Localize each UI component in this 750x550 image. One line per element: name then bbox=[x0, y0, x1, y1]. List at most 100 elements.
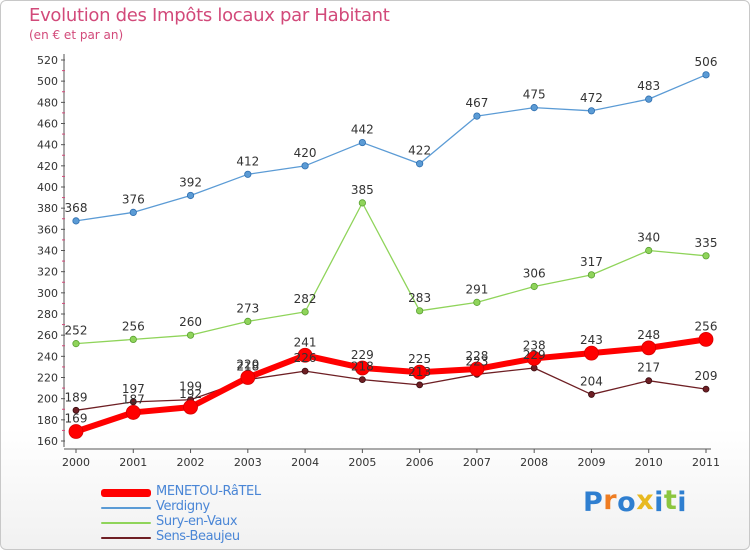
data-label-sury-en-vaux: 335 bbox=[695, 236, 718, 250]
data-label-sens-beaujeu: 218 bbox=[351, 360, 374, 374]
data-point-menetou-r-tel bbox=[469, 361, 485, 377]
data-label-sury-en-vaux: 273 bbox=[236, 301, 259, 315]
data-label-menetou-r-tel: 248 bbox=[637, 328, 660, 342]
data-point-menetou-r-tel bbox=[584, 345, 599, 361]
data-point-verdigny bbox=[416, 160, 424, 168]
data-label-verdigny: 392 bbox=[179, 175, 202, 189]
data-label-sens-beaujeu: 229 bbox=[523, 348, 546, 362]
data-label-verdigny: 412 bbox=[236, 154, 259, 168]
logo-letter: o bbox=[617, 487, 637, 518]
y-tick-label: 380 bbox=[37, 202, 58, 215]
data-point-sens-beaujeu bbox=[645, 377, 653, 385]
x-tick-label: 2007 bbox=[463, 456, 491, 469]
data-point-sury-en-vaux bbox=[587, 271, 596, 279]
y-tick-label: 220 bbox=[37, 372, 58, 385]
data-point-verdigny bbox=[702, 71, 710, 79]
data-point-sens-beaujeu bbox=[702, 385, 710, 393]
data-point-sury-en-vaux bbox=[186, 331, 195, 339]
data-label-verdigny: 376 bbox=[122, 192, 145, 206]
legend-swatch-sens bbox=[101, 537, 151, 539]
logo-letter: x bbox=[636, 485, 655, 516]
y-tick-label: 520 bbox=[37, 54, 58, 67]
series-line-menetou-r-tel bbox=[75, 336, 707, 435]
y-tick-label: 500 bbox=[37, 75, 58, 88]
data-label-sury-en-vaux: 317 bbox=[580, 255, 603, 269]
legend-label-sens: Sens-Beaujeu bbox=[156, 529, 240, 544]
data-point-sury-en-vaux bbox=[129, 335, 137, 343]
y-tick-label: 340 bbox=[37, 245, 58, 258]
data-point-sens-beaujeu bbox=[301, 367, 309, 375]
data-point-sury-en-vaux bbox=[244, 317, 252, 326]
x-tick-label: 2005 bbox=[348, 456, 376, 469]
y-tick-label: 400 bbox=[37, 181, 58, 194]
x-tick-label: 2000 bbox=[62, 456, 90, 469]
proxiti-logo: Proxiti bbox=[583, 485, 687, 518]
legend-swatch-verdigny bbox=[101, 507, 151, 509]
data-point-sury-en-vaux bbox=[702, 252, 710, 260]
data-point-sens-beaujeu bbox=[588, 391, 595, 398]
data-point-sury-en-vaux bbox=[645, 246, 653, 255]
data-point-sury-en-vaux bbox=[530, 282, 538, 291]
data-point-verdigny bbox=[358, 138, 366, 147]
data-point-verdigny bbox=[186, 191, 195, 200]
data-label-sens-beaujeu: 197 bbox=[122, 382, 145, 396]
x-tick-label: 2002 bbox=[177, 456, 205, 469]
data-label-sens-beaujeu: 199 bbox=[179, 380, 202, 394]
data-label-verdigny: 442 bbox=[351, 123, 374, 137]
y-tick-label: 280 bbox=[37, 308, 58, 321]
data-label-menetou-r-tel: 169 bbox=[65, 411, 88, 425]
data-point-verdigny bbox=[129, 208, 137, 216]
data-label-sens-beaujeu: 189 bbox=[65, 390, 88, 404]
data-label-sens-beaujeu: 226 bbox=[294, 351, 317, 365]
data-point-menetou-r-tel bbox=[354, 360, 370, 376]
data-label-sury-en-vaux: 291 bbox=[465, 282, 488, 296]
x-tick-label: 2011 bbox=[692, 456, 720, 469]
data-point-menetou-r-tel bbox=[412, 364, 428, 380]
data-point-verdigny bbox=[301, 162, 309, 170]
y-tick-label: 480 bbox=[37, 96, 58, 109]
data-point-menetou-r-tel bbox=[125, 405, 141, 420]
legend-swatch-sury bbox=[101, 522, 151, 524]
data-point-sens-beaujeu bbox=[129, 398, 137, 406]
y-tick-label: 320 bbox=[37, 266, 58, 279]
data-point-sens-beaujeu bbox=[416, 381, 424, 389]
data-label-verdigny: 420 bbox=[294, 146, 317, 160]
data-label-menetou-r-tel: 192 bbox=[179, 387, 202, 401]
x-tick-label: 2009 bbox=[577, 456, 605, 469]
data-label-sury-en-vaux: 340 bbox=[637, 231, 660, 245]
data-point-sury-en-vaux bbox=[416, 307, 424, 315]
data-label-menetou-r-tel: 241 bbox=[294, 335, 317, 349]
series-line-verdigny bbox=[75, 74, 707, 222]
data-point-menetou-r-tel bbox=[698, 331, 714, 347]
x-tick-label: 2004 bbox=[291, 456, 319, 469]
data-label-verdigny: 472 bbox=[580, 91, 603, 105]
data-point-sens-beaujeu bbox=[72, 406, 80, 414]
data-label-sens-beaujeu: 223 bbox=[465, 354, 488, 368]
x-tick-label: 2006 bbox=[406, 456, 434, 469]
data-label-menetou-r-tel: 256 bbox=[695, 319, 718, 333]
series-line-sury-en-vaux bbox=[75, 202, 707, 345]
data-label-verdigny: 475 bbox=[523, 88, 546, 102]
y-tick-label: 360 bbox=[37, 223, 58, 236]
y-tick-label: 240 bbox=[37, 350, 58, 363]
y-tick-label: 300 bbox=[37, 287, 58, 300]
data-point-sens-beaujeu bbox=[530, 364, 538, 372]
data-label-verdigny: 368 bbox=[65, 201, 88, 215]
data-point-menetou-r-tel bbox=[240, 370, 256, 385]
data-label-menetou-r-tel: 243 bbox=[580, 333, 603, 347]
series-line-sens-beaujeu bbox=[75, 367, 707, 411]
data-label-sury-en-vaux: 256 bbox=[122, 319, 145, 333]
x-tick-label: 2008 bbox=[520, 456, 548, 469]
data-point-sury-en-vaux bbox=[473, 298, 481, 306]
y-tick-label: 260 bbox=[37, 329, 58, 342]
data-label-sens-beaujeu: 209 bbox=[695, 369, 718, 383]
data-point-menetou-r-tel bbox=[526, 351, 542, 366]
data-point-verdigny bbox=[473, 112, 481, 120]
legend-swatch-menetou bbox=[101, 489, 151, 497]
data-point-sury-en-vaux bbox=[301, 308, 309, 316]
x-tick-label: 2001 bbox=[119, 456, 147, 469]
data-label-menetou-r-tel: 228 bbox=[465, 349, 488, 363]
logo-letter: r bbox=[603, 485, 618, 516]
